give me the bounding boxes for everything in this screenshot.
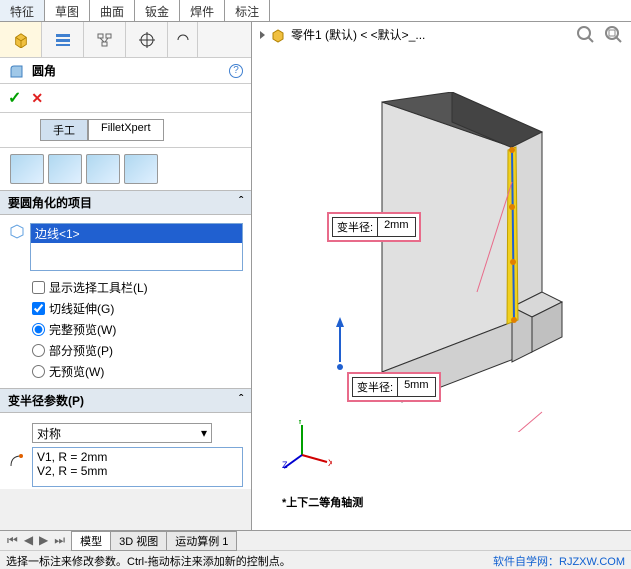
viewport[interactable]: 零件1 (默认) < <默认>_... <box>252 22 631 530</box>
collapse-icon[interactable]: ˆ <box>239 194 243 211</box>
callout-value[interactable]: 2mm <box>378 217 415 237</box>
symmetry-value: 对称 <box>37 425 61 442</box>
manual-tab[interactable]: 手工 <box>40 119 88 141</box>
hierarchy-icon[interactable] <box>84 22 126 57</box>
tab-3dview[interactable]: 3D 视图 <box>110 531 167 551</box>
radius-icon <box>8 451 28 469</box>
tab-weldment[interactable]: 焊件 <box>180 0 225 21</box>
tab-feature[interactable]: 特征 <box>0 0 45 21</box>
show-toolbar-label: 显示选择工具栏(L) <box>49 279 148 296</box>
tangent-label: 切线延伸(G) <box>49 300 114 317</box>
part-name-label: 零件1 (默认) < <默认>_... <box>291 26 425 43</box>
selected-edge[interactable]: 边线<1> <box>31 224 242 243</box>
show-toolbar-checkbox[interactable] <box>32 281 45 294</box>
svg-text:X: X <box>328 458 332 468</box>
partial-preview-radio[interactable] <box>32 344 45 357</box>
cancel-button[interactable]: ✕ <box>31 90 43 107</box>
fillet-type-4[interactable] <box>124 154 158 184</box>
opt-no-preview[interactable]: 无预览(W) <box>8 361 243 382</box>
property-panel: 圆角 ? ✓ ✕ 手工 FilletXpert 要圆角化的项目 ˆ 边线<1> <box>0 22 252 530</box>
full-preview-radio[interactable] <box>32 323 45 336</box>
tab-motion[interactable]: 运动算例 1 <box>166 531 237 551</box>
tab-sheetmetal[interactable]: 钣金 <box>135 0 180 21</box>
fillet-type-1[interactable] <box>10 154 44 184</box>
radius-v2[interactable]: V2, R = 5mm <box>37 464 238 478</box>
symmetry-dropdown[interactable]: 对称 ▾ <box>32 423 212 443</box>
ok-button[interactable]: ✓ <box>8 88 21 108</box>
tab-model[interactable]: 模型 <box>71 531 111 551</box>
feature-title: 圆角 <box>32 62 229 79</box>
edge-icon <box>8 223 26 239</box>
config-icon[interactable] <box>42 22 84 57</box>
radius-callout-bottom[interactable]: 变半径: 5mm <box>347 372 441 402</box>
part-tree-root[interactable]: 零件1 (默认) < <默认>_... <box>260 26 425 43</box>
section-items-body: 边线<1> 显示选择工具栏(L) 切线延伸(G) 完整预览(W) 部分预览(P)… <box>0 215 251 388</box>
panel-toolbar <box>0 22 251 58</box>
no-preview-radio[interactable] <box>32 365 45 378</box>
radius-v1[interactable]: V1, R = 2mm <box>37 450 238 464</box>
full-preview-label: 完整预览(W) <box>49 321 116 338</box>
tab-annotation[interactable]: 标注 <box>225 0 270 21</box>
selection-list[interactable]: 边线<1> <box>30 223 243 271</box>
part-icon <box>269 27 287 43</box>
tab-prev-icon[interactable]: ◀ <box>21 533 36 548</box>
status-text: 选择一标注来修改参数。Ctrl-拖动标注来添加新的控制点。 <box>6 553 291 567</box>
tab-sketch[interactable]: 草图 <box>45 0 90 21</box>
expand-icon[interactable] <box>260 31 265 39</box>
opt-full-preview[interactable]: 完整预览(W) <box>8 319 243 340</box>
fillet-mode-tabs: 手工 FilletXpert <box>0 113 251 148</box>
section-params-title: 变半径参数(P) <box>8 392 84 409</box>
section-params-header[interactable]: 变半径参数(P) ˆ <box>0 388 251 413</box>
chevron-down-icon: ▾ <box>201 426 207 440</box>
opt-show-toolbar[interactable]: 显示选择工具栏(L) <box>8 277 243 298</box>
zoom-fit-icon[interactable] <box>575 24 597 44</box>
confirm-bar: ✓ ✕ <box>0 84 251 113</box>
view-orientation-label: *上下二等角轴测 <box>282 494 363 510</box>
svg-text:Z: Z <box>282 460 288 470</box>
help-icon[interactable]: ? <box>229 64 243 78</box>
tab-nav: ⏮ ◀ ▶ ⏭ <box>0 533 72 548</box>
tab-next-icon[interactable]: ▶ <box>36 533 51 548</box>
fillet-type-3[interactable] <box>86 154 120 184</box>
tab-surface[interactable]: 曲面 <box>90 0 135 21</box>
collapse-icon-2[interactable]: ˆ <box>239 392 243 409</box>
view-triad[interactable]: Y X Z <box>282 420 332 470</box>
radius-callout-top[interactable]: 变半径: 2mm <box>327 212 421 242</box>
site-link: 软件自学网：RJZXW.COM <box>493 553 625 567</box>
fillet-icon <box>8 63 26 79</box>
status-bar: 选择一标注来修改参数。Ctrl-拖动标注来添加新的控制点。 软件自学网：RJZX… <box>0 550 631 569</box>
section-items-title: 要圆角化的项目 <box>8 194 92 211</box>
fillet-type-2[interactable] <box>48 154 82 184</box>
zoom-area-icon[interactable] <box>603 24 625 44</box>
tab-first-icon[interactable]: ⏮ <box>4 533 21 548</box>
feature-tree-icon[interactable] <box>0 22 42 57</box>
document-tabs: ⏮ ◀ ▶ ⏭ 模型 3D 视图 运动算例 1 <box>0 530 631 550</box>
partial-preview-label: 部分预览(P) <box>49 342 113 359</box>
model-view[interactable] <box>302 92 582 432</box>
main-menubar: 特征 草图 曲面 钣金 焊件 标注 <box>0 0 631 22</box>
radius-list[interactable]: V1, R = 2mm V2, R = 5mm <box>32 447 243 487</box>
tab-last-icon[interactable]: ⏭ <box>51 533 68 548</box>
callout-value-2[interactable]: 5mm <box>398 377 435 397</box>
opt-partial-preview[interactable]: 部分预览(P) <box>8 340 243 361</box>
fillet-type-row <box>0 148 251 190</box>
opt-tangent[interactable]: 切线延伸(G) <box>8 298 243 319</box>
zoom-controls <box>575 24 625 44</box>
section-params-body: 对称 ▾ V1, R = 2mm V2, R = 5mm <box>0 413 251 489</box>
svg-text:Y: Y <box>297 420 303 426</box>
tangent-checkbox[interactable] <box>32 302 45 315</box>
section-items-header[interactable]: 要圆角化的项目 ˆ <box>0 190 251 215</box>
callout-label-2: 变半径: <box>352 377 398 397</box>
more-icon[interactable] <box>168 22 198 57</box>
target-icon[interactable] <box>126 22 168 57</box>
no-preview-label: 无预览(W) <box>49 363 104 380</box>
callout-label: 变半径: <box>332 217 378 237</box>
filletxpert-tab[interactable]: FilletXpert <box>88 119 164 141</box>
feature-header: 圆角 ? <box>0 58 251 84</box>
